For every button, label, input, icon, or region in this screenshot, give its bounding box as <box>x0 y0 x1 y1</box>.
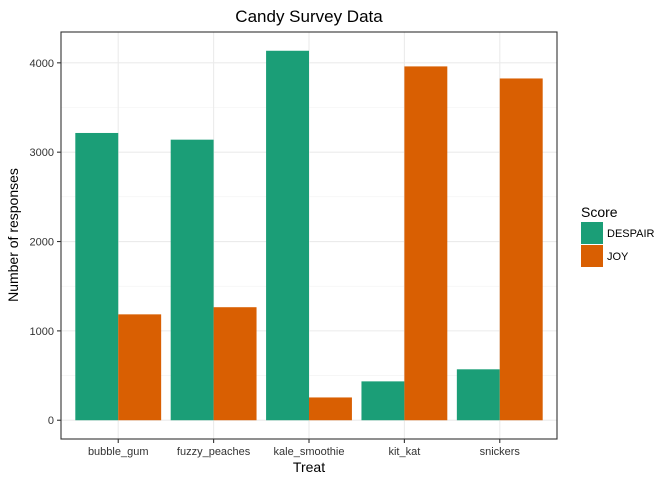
legend: Score DESPAIR JOY <box>581 204 655 267</box>
x-tick-label: kale_smoothie <box>274 446 345 458</box>
bar-kit_kat-joy <box>404 66 448 421</box>
x-tick-label: bubble_gum <box>88 446 149 458</box>
x-tick-label: fuzzy_peaches <box>177 446 251 458</box>
bar-kale_smoothie-despair <box>266 50 309 421</box>
y-tick-label: 0 <box>48 415 54 427</box>
x-tick-label: snickers <box>480 446 521 458</box>
legend-label-despair: DESPAIR <box>607 228 655 240</box>
y-axis-title: Number of responses <box>5 168 21 302</box>
legend-swatch-joy <box>581 245 603 267</box>
y-tick-label: 2000 <box>30 237 54 249</box>
y-axis: 0 1000 2000 3000 4000 <box>30 58 61 427</box>
bar-fuzzy_peaches-despair <box>170 139 214 421</box>
x-axis: bubble_gum fuzzy_peaches kale_smoothie kit_… <box>88 439 520 458</box>
bar-bubble_gum-despair <box>75 132 119 421</box>
x-tick-label: kit_kat <box>388 446 420 458</box>
y-tick-label: 1000 <box>30 326 54 338</box>
bar-snickers-joy <box>499 78 543 421</box>
bar-kit_kat-despair <box>361 381 405 421</box>
y-tick-label: 4000 <box>30 58 54 70</box>
bar-fuzzy_peaches-joy <box>213 307 257 421</box>
x-axis-title: Treat <box>293 459 325 475</box>
legend-swatch-despair <box>581 222 603 244</box>
y-tick-label: 3000 <box>30 147 54 159</box>
plot-area <box>60 31 558 440</box>
bars <box>75 50 543 421</box>
legend-title: Score <box>581 204 618 220</box>
chart-title: Candy Survey Data <box>235 7 383 26</box>
bar-bubble_gum-joy <box>118 314 162 421</box>
bar-kale_smoothie-joy <box>309 397 352 421</box>
legend-label-joy: JOY <box>607 251 629 263</box>
bar-snickers-despair <box>456 369 500 421</box>
